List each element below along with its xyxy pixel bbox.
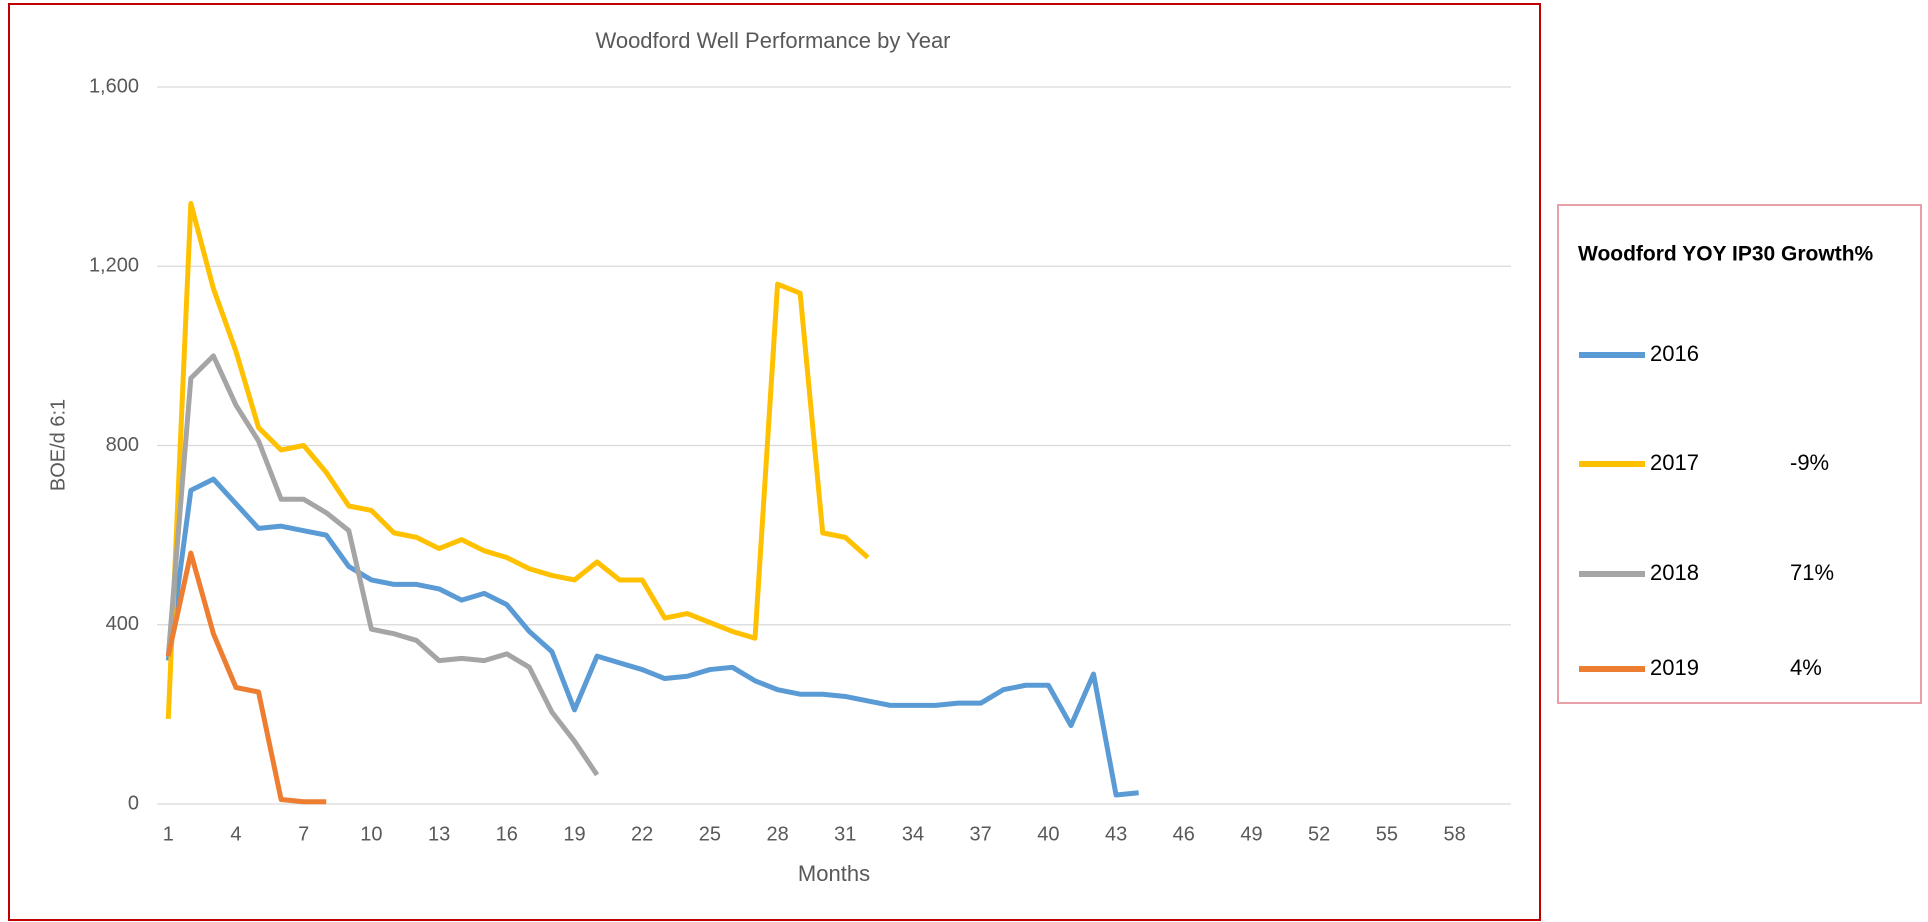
x-tick-label: 1 xyxy=(163,823,174,845)
legend-label: 2018 xyxy=(1650,560,1699,585)
x-tick-label: 43 xyxy=(1105,823,1127,845)
x-tick-label: 31 xyxy=(834,823,856,845)
x-tick-label: 22 xyxy=(631,823,653,845)
legend-label: 2017 xyxy=(1650,450,1699,475)
y-tick-label: 400 xyxy=(106,613,139,635)
x-tick-label: 7 xyxy=(298,823,309,845)
legend-box xyxy=(1557,204,1922,704)
series-line xyxy=(165,476,1139,798)
x-tick-label: 4 xyxy=(230,823,241,845)
x-tick-label: 25 xyxy=(699,823,721,845)
y-tick-label: 800 xyxy=(106,434,139,456)
x-tick-label: 58 xyxy=(1443,823,1465,845)
x-tick-label: 16 xyxy=(496,823,518,845)
x-tick-label: 46 xyxy=(1173,823,1195,845)
chart-border xyxy=(8,3,1541,921)
legend-title: Woodford YOY IP30 Growth% xyxy=(1578,243,1874,266)
series-line xyxy=(165,550,327,805)
x-tick-label: 37 xyxy=(970,823,992,845)
x-tick-label: 55 xyxy=(1376,823,1398,845)
legend-growth: 71% xyxy=(1790,560,1834,585)
y-axis-label: BOE/d 6:1 xyxy=(47,399,69,491)
x-tick-label: 40 xyxy=(1037,823,1059,845)
chart-title: Woodford Well Performance by Year xyxy=(595,28,950,53)
x-tick-label: 49 xyxy=(1240,823,1262,845)
legend-growth: -9% xyxy=(1790,450,1829,475)
x-axis-label: Months xyxy=(798,861,870,886)
y-tick-label: 1,200 xyxy=(89,255,139,277)
legend-label: 2016 xyxy=(1650,341,1699,366)
y-tick-label: 1,600 xyxy=(89,75,139,97)
x-tick-label: 34 xyxy=(902,823,924,845)
legend-label: 2019 xyxy=(1650,655,1699,680)
series-line xyxy=(165,201,870,719)
legend-growth: 4% xyxy=(1790,655,1822,680)
y-tick-label: 0 xyxy=(128,792,139,814)
x-tick-label: 19 xyxy=(563,823,585,845)
x-tick-label: 52 xyxy=(1308,823,1330,845)
series-line xyxy=(165,353,600,777)
x-tick-label: 10 xyxy=(360,823,382,845)
x-tick-label: 28 xyxy=(766,823,788,845)
x-tick-label: 13 xyxy=(428,823,450,845)
